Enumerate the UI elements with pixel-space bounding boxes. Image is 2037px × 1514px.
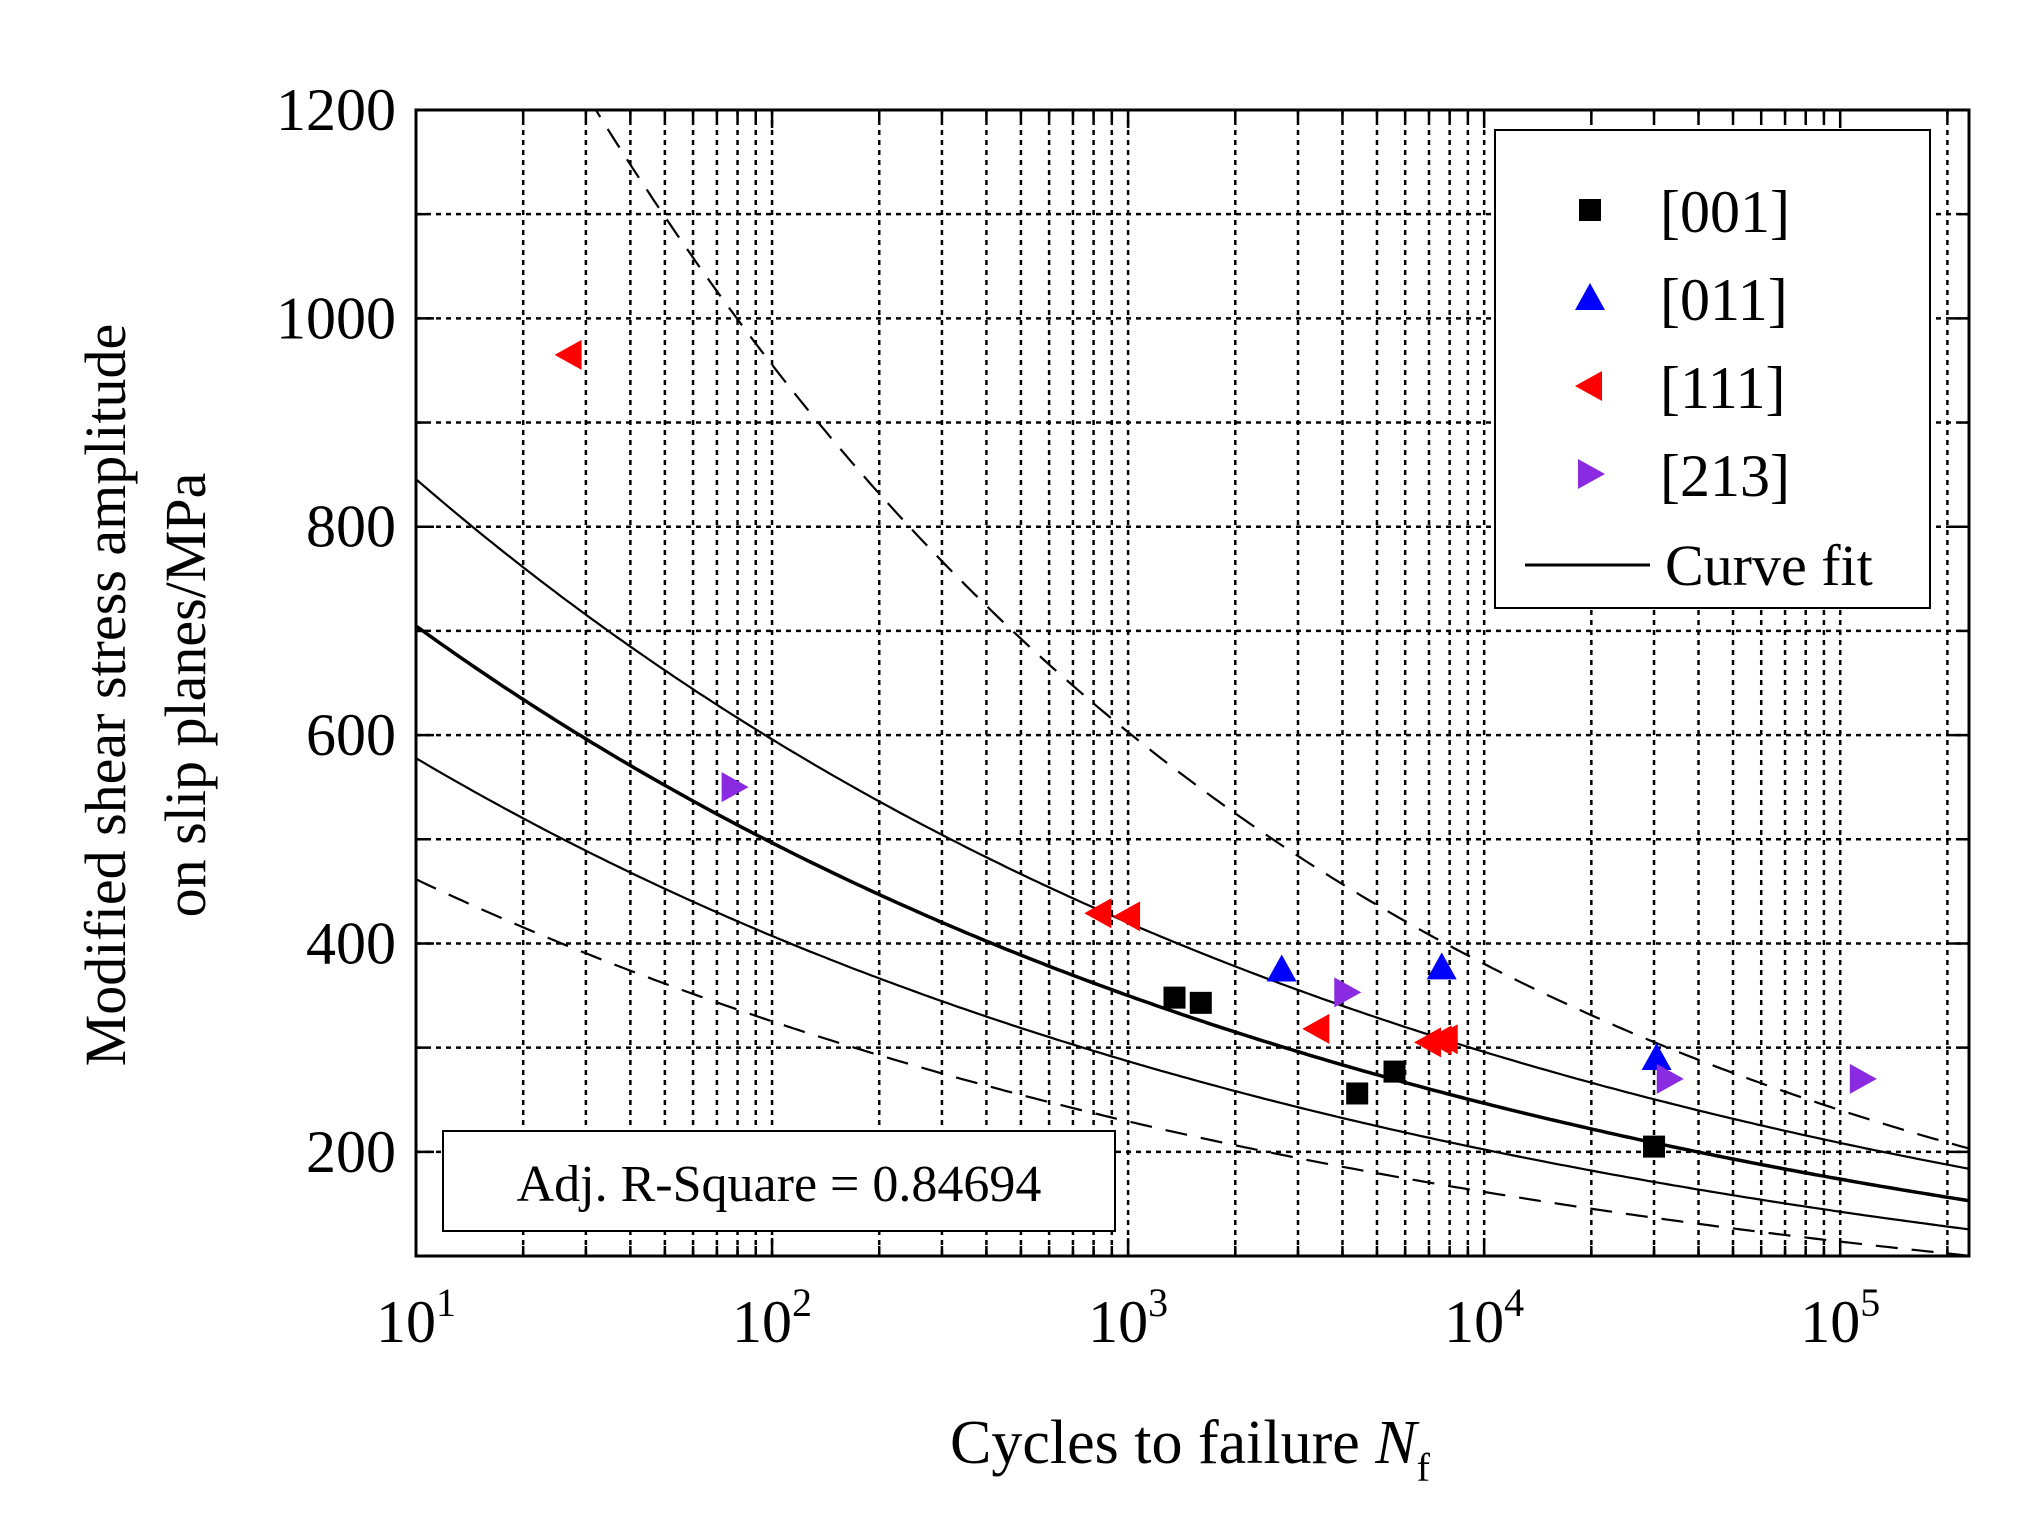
x-axis-label: Cycles to failure Nf — [950, 1409, 1431, 1490]
annotation-text: Adj. R-Square = 0.84694 — [517, 1156, 1042, 1213]
annotation-box — [442, 1130, 1116, 1232]
data-point-001 — [1163, 986, 1186, 1009]
data-point-001 — [1346, 1082, 1369, 1105]
data-point-111 — [554, 339, 582, 370]
data-point-111 — [1414, 1027, 1442, 1058]
y-axis-label-line1: Modified shear stress amplitude — [73, 324, 138, 1067]
x-tick-label-exponent: 4 — [1504, 1280, 1524, 1325]
data-point-001 — [1643, 1135, 1666, 1158]
y-tick-label: 400 — [306, 910, 396, 976]
y-tick-label: 200 — [306, 1119, 396, 1185]
fit-curve-lower-band — [416, 757, 1969, 1231]
x-tick-label-exponent: 2 — [792, 1280, 812, 1325]
data-point-111 — [1430, 1024, 1458, 1055]
x-tick-label: 105 — [1800, 1280, 1880, 1355]
x-tick-label-base: 10 — [376, 1289, 436, 1355]
plot-frame — [414, 108, 1971, 1258]
data-point-011 — [1641, 1043, 1672, 1071]
legend-label-213: [213] — [1660, 443, 1790, 509]
y-axis-label-line2: on slip planes/MPa — [153, 473, 218, 918]
data-point-111 — [1084, 898, 1112, 929]
y-tick-label: 600 — [306, 702, 396, 768]
x-tick-label-base: 10 — [732, 1289, 792, 1355]
data-point-011 — [1266, 954, 1297, 982]
y-tick-label: 800 — [306, 494, 396, 560]
x-tick-label: 104 — [1444, 1280, 1524, 1355]
fit-curve-upper-outer — [594, 110, 1969, 1150]
x-tick-label-base: 10 — [1800, 1289, 1860, 1355]
data-point-001 — [1189, 991, 1212, 1014]
grid — [416, 110, 1969, 1256]
legend-label-001: [001] — [1660, 179, 1790, 245]
y-tick-label: 1200 — [276, 77, 396, 143]
data-point-213 — [1656, 1063, 1684, 1094]
legend-marker-001 — [1579, 199, 1601, 221]
x-tick-label: 103 — [1088, 1280, 1168, 1355]
fit-curve-fit — [416, 624, 1969, 1203]
legend-marker-111 — [1575, 371, 1602, 401]
data-points — [554, 339, 1877, 1158]
fit-curves — [416, 110, 1969, 1256]
x-tick-label-base: 10 — [1088, 1289, 1148, 1355]
axis-ticks — [414, 108, 1969, 1258]
x-tick-label: 102 — [732, 1280, 812, 1355]
r-square-annotation: Adj. R-Square = 0.84694 — [442, 1130, 1116, 1232]
legend-marker-011 — [1575, 283, 1605, 310]
data-point-213 — [1334, 977, 1362, 1008]
x-tick-label-exponent: 5 — [1860, 1280, 1880, 1325]
x-tick-label-base: 10 — [1444, 1289, 1504, 1355]
x-tick-label: 101 — [376, 1280, 456, 1355]
legend-markers — [1575, 199, 1605, 489]
legend-label-111: [111] — [1660, 355, 1786, 421]
data-point-111 — [1113, 901, 1141, 932]
legend: [001] [011] [111] [213] Curve fit — [1494, 129, 1931, 609]
legend-box — [1494, 129, 1931, 609]
legend-label-011: [011] — [1660, 267, 1788, 333]
x-tick-label-exponent: 3 — [1148, 1280, 1168, 1325]
data-point-213 — [1849, 1063, 1877, 1094]
fit-curve-lower-outer — [416, 878, 1969, 1256]
data-point-111 — [1302, 1013, 1330, 1044]
legend-label-curve-fit: Curve fit — [1665, 533, 1873, 598]
x-tick-label-exponent: 1 — [436, 1280, 456, 1325]
data-point-001 — [1383, 1060, 1406, 1083]
legend-marker-213 — [1578, 459, 1605, 489]
y-tick-label: 1000 — [276, 285, 396, 351]
data-point-213 — [721, 772, 749, 803]
data-point-011 — [1426, 952, 1457, 980]
fit-curve-upper-band — [416, 478, 1969, 1170]
